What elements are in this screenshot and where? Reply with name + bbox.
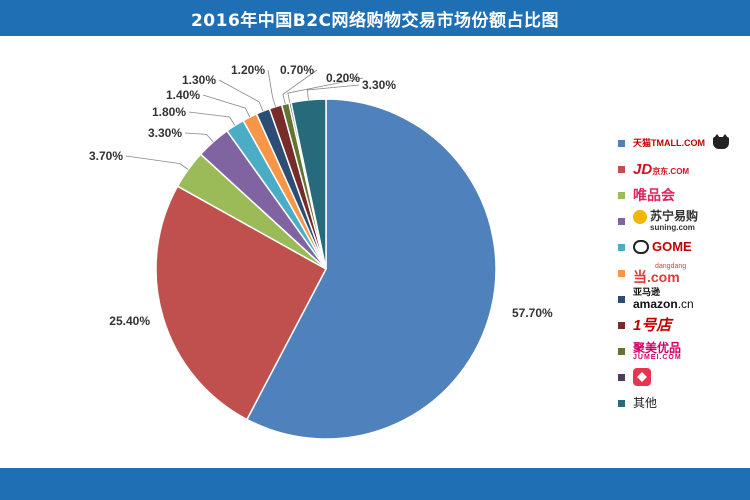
legend-item-yhd: 1号店 xyxy=(618,312,738,338)
legend-swatch xyxy=(618,243,625,251)
tmall-cat-icon xyxy=(713,134,730,149)
jumei-text: JUMEI.COM xyxy=(633,353,682,361)
legend-swatch xyxy=(618,399,625,407)
tmall-logo: 天猫 TMALL.COM xyxy=(633,134,730,149)
leader-line xyxy=(282,69,318,105)
suning-logo: 苏宁易购 suning.com xyxy=(633,210,698,232)
legend-item-suning: 苏宁易购 suning.com xyxy=(618,208,738,234)
jd-logo: JD京东.COM xyxy=(633,162,689,177)
leader-line xyxy=(188,111,236,126)
dangdang-text: dangdang xyxy=(655,262,687,270)
legend-swatch xyxy=(618,139,625,147)
legend-item-dangdang: dangdang 当.com xyxy=(618,260,738,286)
slice-value-label: 3.70% xyxy=(89,149,123,163)
legend-item-tmall: 天猫 TMALL.COM xyxy=(618,130,738,156)
jd-cn-text: 京东 xyxy=(652,166,669,176)
legend-swatch xyxy=(618,295,625,303)
leader-line xyxy=(287,77,364,103)
leader-line xyxy=(184,132,214,143)
slice-value-label: 25.40% xyxy=(109,314,150,328)
leader-line xyxy=(202,94,251,118)
footer-bar xyxy=(0,468,750,500)
legend-swatch xyxy=(618,347,625,355)
gome-text: GOME xyxy=(652,238,692,254)
legend-swatch xyxy=(618,269,625,277)
slice-value-label: 0.20% xyxy=(326,71,360,85)
legend-item-mogujie xyxy=(618,364,738,390)
slice-value-label: 57.70% xyxy=(512,306,553,320)
legend-item-jd: JD京东.COM xyxy=(618,156,738,182)
jumei-logo: 聚美优品 JUMEI.COM xyxy=(633,342,682,361)
leader-line xyxy=(267,69,276,107)
leader-line xyxy=(125,155,189,170)
legend: 天猫 TMALL.COM JD京东.COM 唯品会 苏宁易购 suning.co… xyxy=(618,130,738,416)
slice-value-label: 1.80% xyxy=(152,105,186,119)
jumei-cn-text: 聚美优品 xyxy=(633,340,682,355)
legend-swatch xyxy=(618,321,625,329)
leader-line xyxy=(218,79,264,112)
leader-line xyxy=(306,84,360,100)
mogujie-logo-icon xyxy=(633,368,651,386)
pie-slice xyxy=(155,185,328,421)
tmall-cn-text: 天猫 xyxy=(633,137,652,148)
legend-item-other: 其他 xyxy=(618,390,738,416)
amazon-logo: 亚马逊 amazon.cn xyxy=(633,287,694,311)
slice-value-label: 3.30% xyxy=(362,78,396,92)
legend-item-gome: GOME xyxy=(618,234,738,260)
legend-item-vip: 唯品会 xyxy=(618,182,738,208)
amazon-tld-text: .cn xyxy=(677,297,694,311)
yhd-logo: 1号店 xyxy=(633,316,672,334)
slice-value-label: 0.70% xyxy=(280,63,314,77)
slice-value-label: 1.20% xyxy=(231,63,265,77)
amazon-cn-text: 亚马逊 xyxy=(633,287,661,297)
suning-text: suning.com xyxy=(650,223,695,232)
dangdang-com-text: .com xyxy=(647,268,680,285)
slice-value-label: 3.30% xyxy=(148,126,182,140)
jd-sub-text: .COM xyxy=(668,166,690,176)
suning-cn-text: 苏宁易购 xyxy=(650,209,699,224)
legend-swatch xyxy=(618,191,625,199)
gome-logo: GOME xyxy=(633,240,692,255)
vip-logo: 唯品会 xyxy=(633,187,675,203)
legend-item-jumei: 聚美优品 JUMEI.COM xyxy=(618,338,738,364)
legend-item-amazon: 亚马逊 amazon.cn xyxy=(618,286,738,312)
jd-text: JD xyxy=(633,160,653,178)
legend-swatch xyxy=(618,373,625,381)
legend-swatch xyxy=(618,165,625,173)
tmall-text: TMALL.COM xyxy=(651,137,706,148)
amazon-text: amazon xyxy=(633,297,678,311)
legend-swatch xyxy=(618,217,625,225)
chart-title: 2016年中国B2C网络购物交易市场份额占比图 xyxy=(0,0,750,36)
gome-face-icon xyxy=(633,240,649,255)
slice-value-label: 1.30% xyxy=(182,73,216,87)
suning-lion-icon xyxy=(633,210,647,224)
pie-slice xyxy=(245,98,497,440)
other-label: 其他 xyxy=(633,396,658,410)
slice-value-label: 1.40% xyxy=(166,88,200,102)
dangdang-logo: dangdang 当.com xyxy=(633,262,687,285)
